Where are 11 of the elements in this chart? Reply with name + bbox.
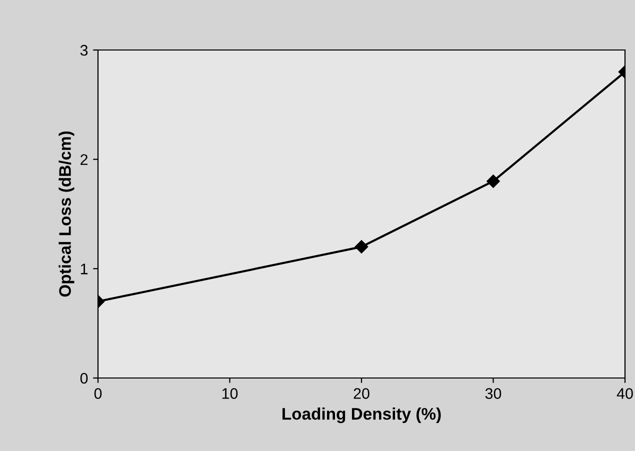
- y-tick-label: 1: [80, 264, 88, 274]
- x-tick-label: 20: [354, 388, 370, 399]
- x-tick-label: 0: [94, 388, 102, 399]
- y-axis-title: Optical Loss (dB/cm): [58, 131, 74, 297]
- x-tick-label: 10: [222, 388, 238, 399]
- y-tick-label: 3: [80, 44, 88, 56]
- x-axis-title: Loading Density (%): [282, 408, 441, 424]
- y-tick-label: 0: [80, 372, 88, 384]
- x-tick-label: 30: [485, 388, 502, 399]
- y-tick-label: 2: [80, 154, 88, 165]
- x-tick-label: 40: [616, 388, 633, 399]
